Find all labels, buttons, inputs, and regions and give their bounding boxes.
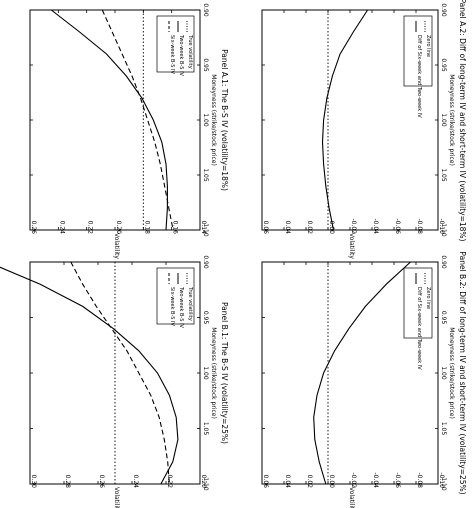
- legend-label: Two-week B-S IV: [178, 34, 184, 76]
- y-tick-label: 0.02: [306, 475, 313, 489]
- series-line-dashed: [101, 9, 174, 231]
- panel-title: Panel B.1: The B-S IV (volatility=25%): [220, 302, 229, 444]
- x-tick-label: 1.05: [440, 168, 447, 182]
- panel-title: Panel A.1: The B-S IV (volatility=18%): [220, 49, 229, 191]
- x-axis-label: Moneyness (strike/stock price): [448, 74, 455, 166]
- series-line-solid: [321, 9, 369, 231]
- y-tick-label: -0.04: [372, 218, 379, 234]
- series-line-solid: [50, 9, 168, 231]
- y-tick-label: 0.06: [262, 475, 269, 489]
- y-tick-label: 0.24: [58, 221, 65, 235]
- y-tick-label: 0.02: [306, 221, 313, 235]
- series-line-dashed: [70, 261, 170, 485]
- y-tick-label: 0.28: [64, 475, 71, 489]
- legend-label: Diff of Six-week and Two-week IV: [416, 35, 422, 118]
- y-tick-label: 0.26: [30, 221, 37, 235]
- x-tick-label: 1.00: [202, 366, 209, 380]
- x-tick-label: 1.05: [202, 422, 209, 436]
- x-tick-label: 1.05: [202, 168, 209, 182]
- legend-label: True volatility: [187, 286, 193, 321]
- series-line-solid: [313, 261, 411, 485]
- y-tick-label: 0.00: [328, 221, 335, 235]
- x-tick-label: 1.10: [440, 477, 447, 491]
- x-tick-label: 0.90: [440, 255, 447, 269]
- legend-label: Six-week B-S IV: [169, 287, 175, 327]
- y-tick-label: 0.24: [132, 475, 139, 489]
- y-tick-label: -0.06: [394, 218, 401, 234]
- legend-box: [156, 15, 195, 73]
- y-tick-label: 0.18: [143, 221, 150, 235]
- y-tick-label: 0.00: [328, 475, 335, 489]
- panel-b2: -0.10 -0.08 -0.06 -0.04 -0.02 0.00 0.02 0.04 0.0…: [261, 251, 467, 508]
- x-tick-label: 0.95: [202, 58, 209, 72]
- x-axis-label: Moneyness (strike/stock price): [448, 327, 455, 419]
- legend-box: [403, 15, 433, 87]
- legend-label: Six-week B-S IV: [169, 35, 175, 75]
- y-tick-label: -0.10: [438, 472, 445, 488]
- legend-label: Zero line: [425, 35, 431, 57]
- x-tick-label: 1.10: [202, 477, 209, 491]
- x-tick-label: 1.00: [440, 113, 447, 127]
- y-tick-label: 0.26: [98, 475, 105, 489]
- x-tick-label: 1.05: [440, 422, 447, 436]
- legend-label: True volatility: [187, 34, 193, 69]
- y-tick-label: -0.04: [372, 472, 379, 488]
- y-tick-label: -0.02: [350, 218, 357, 234]
- y-tick-label: 0.20: [115, 221, 122, 235]
- series-line-solid: [0, 266, 179, 485]
- x-tick-label: 0.90: [440, 3, 447, 17]
- x-tick-label: 0.95: [202, 311, 209, 325]
- y-tick-label: -0.08: [416, 218, 423, 234]
- x-tick-label: 0.95: [440, 58, 447, 72]
- y-tick-label: 0.04: [284, 475, 291, 489]
- x-tick-label: 0.90: [202, 255, 209, 269]
- y-tick-label: 0.16: [172, 221, 179, 235]
- y-axis-label: Volatility: [113, 233, 120, 259]
- x-axis-label: Moneyness (strike/stock price): [210, 327, 217, 419]
- x-tick-label: 1.00: [440, 366, 447, 380]
- y-tick-label: -0.08: [416, 472, 423, 488]
- x-axis-label: Moneyness (strike/stock price): [210, 74, 217, 166]
- y-tick-label: 0.30: [30, 475, 37, 489]
- y-tick-label: -0.02: [350, 472, 357, 488]
- legend-label: Diff of Six-week and Two-week IV: [416, 287, 422, 370]
- y-tick-label: 0.14: [200, 221, 207, 235]
- x-tick-label: 0.90: [202, 3, 209, 17]
- legend-label: Zero line: [425, 287, 431, 309]
- x-tick-label: 0.95: [440, 311, 447, 325]
- y-axis-label: Volatility: [113, 487, 120, 508]
- panel-a1: 0.14 0.16 0.18 0.20 0.22 0.24 0.26 0.90 0.95 1.00…: [29, 3, 229, 259]
- y-axis-label: Volatility: [348, 487, 355, 508]
- y-tick-label: -0.10: [438, 218, 445, 234]
- y-axis-label: Volatility: [348, 233, 355, 259]
- y-tick-label: 0.20: [200, 475, 207, 489]
- panel-a2: -0.10 -0.08 -0.06 -0.04 -0.02 0.00 0.02 0.04 0.0…: [261, 0, 467, 259]
- y-tick-label: -0.06: [394, 472, 401, 488]
- x-tick-label: 1.10: [202, 223, 209, 237]
- legend-label: Two-week B-S IV: [178, 286, 184, 328]
- x-tick-label: 1.00: [202, 113, 209, 127]
- panel-title: Panel B.2: Diff of long-term IV and shor…: [458, 251, 467, 494]
- legend-box: [403, 267, 433, 339]
- y-tick-label: 0.06: [262, 221, 269, 235]
- y-tick-label: 0.04: [284, 221, 291, 235]
- x-tick-label: 1.10: [440, 223, 447, 237]
- panel-b1: 0.200.220.240.260.280.300.900.951.001.05…: [0, 255, 229, 508]
- panel-title: Panel A.2: Diff of long-term IV and shor…: [458, 0, 467, 242]
- legend-box: [156, 267, 195, 325]
- y-tick-label: 0.22: [87, 221, 94, 235]
